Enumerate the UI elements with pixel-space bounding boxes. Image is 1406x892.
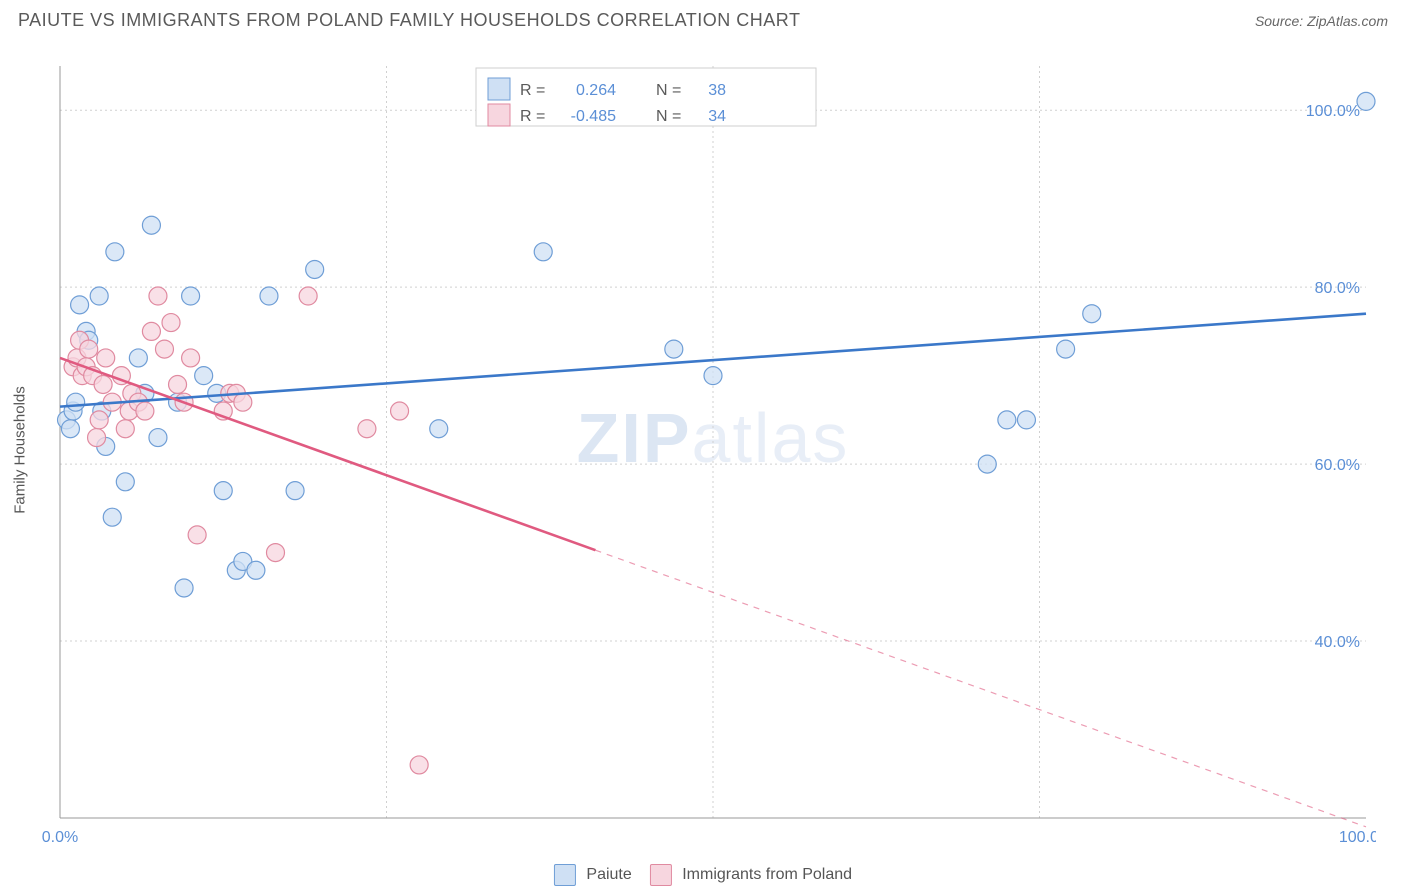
chart-container: Family Households ZIPatlas40.0%60.0%80.0… — [36, 48, 1390, 852]
page-title: PAIUTE VS IMMIGRANTS FROM POLAND FAMILY … — [18, 10, 800, 31]
svg-text:0.264: 0.264 — [576, 82, 616, 99]
svg-text:34: 34 — [708, 108, 726, 125]
y-axis-label: Family Households — [12, 386, 29, 514]
legend-label-poland: Immigrants from Poland — [682, 866, 852, 883]
legend-swatch-paiute — [554, 864, 576, 886]
svg-text:38: 38 — [708, 82, 726, 99]
svg-text:100.0%: 100.0% — [1306, 103, 1360, 120]
svg-text:N =: N = — [656, 82, 681, 99]
legend-item-paiute: Paiute — [554, 864, 632, 886]
svg-text:40.0%: 40.0% — [1315, 634, 1360, 651]
svg-text:100.0%: 100.0% — [1339, 829, 1376, 846]
svg-text:N =: N = — [656, 108, 681, 125]
source-label: Source: ZipAtlas.com — [1255, 13, 1388, 29]
legend-swatch-poland — [650, 864, 672, 886]
svg-text:-0.485: -0.485 — [571, 108, 616, 125]
legend-label-paiute: Paiute — [586, 866, 631, 883]
svg-text:R =: R = — [520, 108, 545, 125]
svg-text:60.0%: 60.0% — [1315, 457, 1360, 474]
svg-text:0.0%: 0.0% — [42, 829, 78, 846]
correlation-scatter-chart: ZIPatlas 40.0% 60.0% 80.0% 100.0% 0.0% 100.0% R… — [36, 48, 1376, 848]
bottom-legend: Paiute Immigrants from Poland — [554, 864, 852, 886]
svg-text:R =: R = — [520, 82, 545, 99]
svg-text:ZIPatlas: ZIPatlas — [577, 399, 850, 477]
legend-item-poland: Immigrants from Poland — [650, 864, 852, 886]
svg-text:80.0%: 80.0% — [1315, 280, 1360, 297]
